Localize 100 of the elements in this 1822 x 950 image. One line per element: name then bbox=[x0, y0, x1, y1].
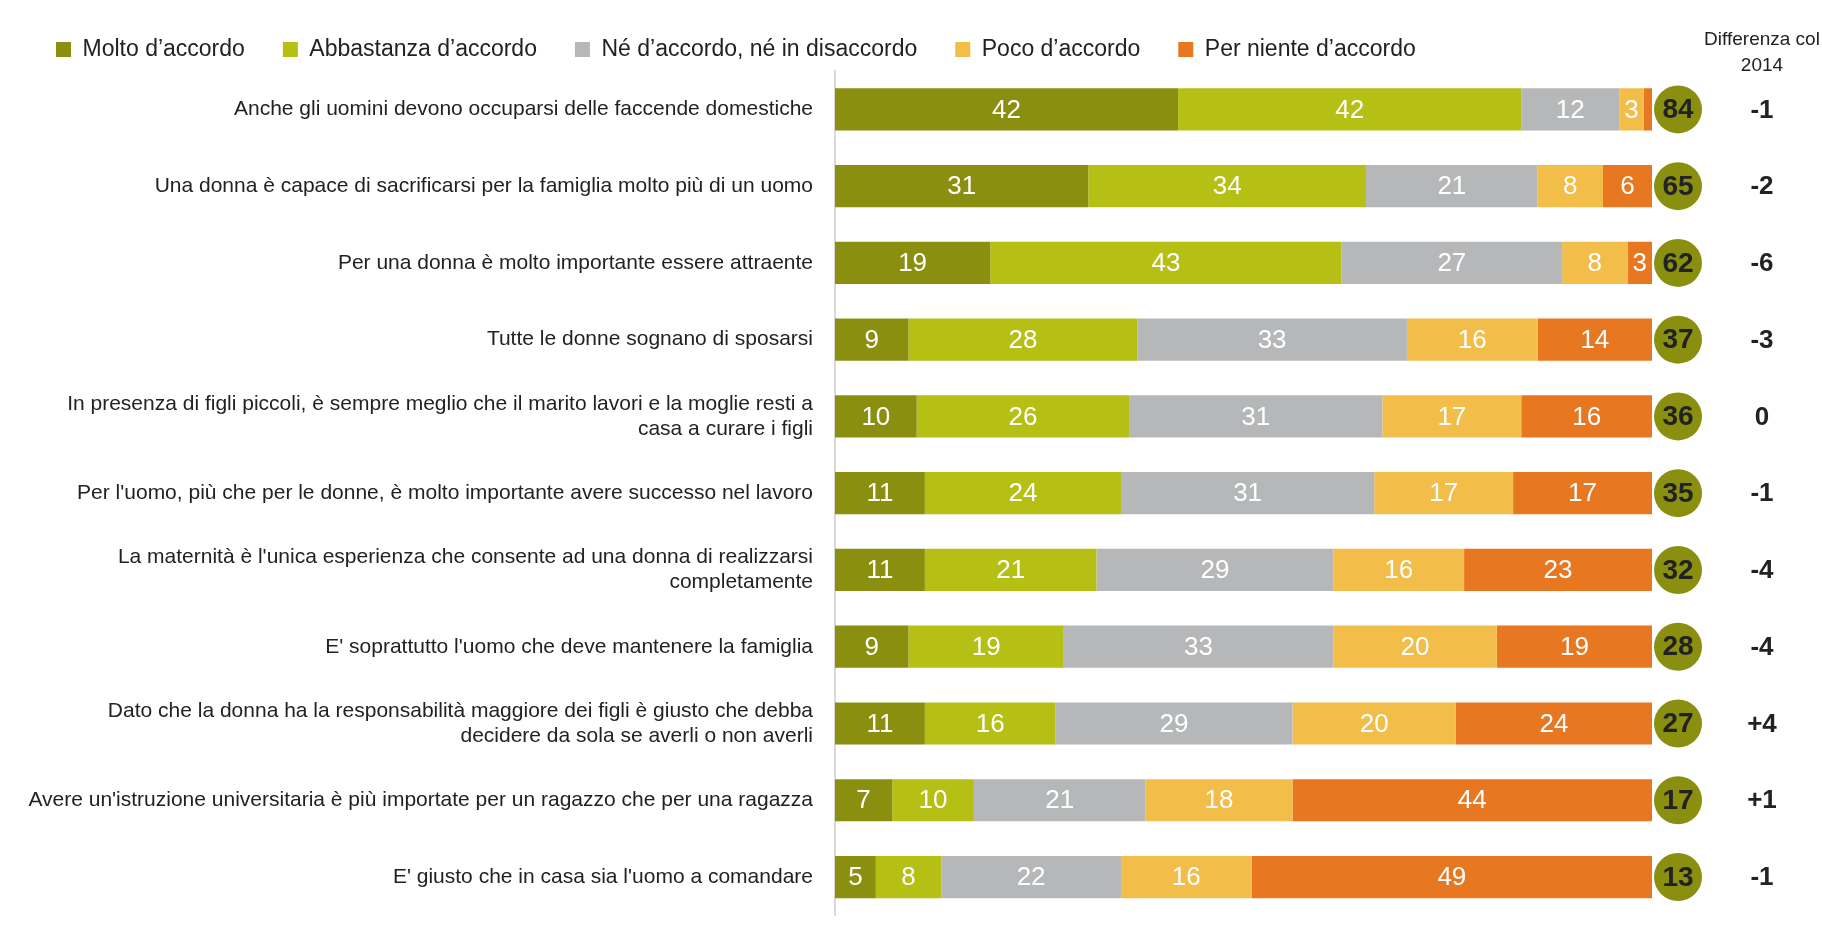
text: 32 bbox=[1662, 553, 1694, 585]
data-label: 10 bbox=[861, 400, 891, 431]
data-label: 31 bbox=[947, 170, 977, 201]
data-label: 3 bbox=[1624, 93, 1639, 124]
y-tick-label: Avere un'istruzione universitaria è più importate per un ragazzo che per una ragazza bbox=[28, 787, 814, 811]
data-label: 34 bbox=[1212, 170, 1242, 201]
text: 13 bbox=[1662, 860, 1694, 892]
y-tick-label: Dato che la donna ha la responsabilità maggiore dei figli è giusto che debba decidere da sola se averli o non averli bbox=[107, 697, 814, 746]
text: +4 bbox=[1747, 707, 1778, 738]
data-label: 42 bbox=[1335, 93, 1365, 124]
bar bbox=[835, 702, 925, 745]
bar bbox=[908, 625, 1064, 668]
bar bbox=[990, 241, 1342, 285]
data-label: 16 bbox=[975, 707, 1005, 738]
data-label: 19 bbox=[898, 247, 928, 278]
text: -3 bbox=[1750, 323, 1774, 354]
data-label: 16 bbox=[1457, 323, 1487, 354]
bar bbox=[1382, 395, 1522, 438]
data-label: 9 bbox=[864, 630, 879, 661]
bar bbox=[1178, 88, 1522, 131]
text: 65 bbox=[1662, 169, 1694, 201]
text: -1 bbox=[1750, 477, 1774, 508]
y-tick-label: E' soprattutto l'uomo che deve mantenere la famiglia bbox=[325, 633, 814, 657]
legend-label: Abbastanza d’accordo bbox=[309, 34, 537, 61]
data-label: 42 bbox=[992, 93, 1022, 124]
bar bbox=[924, 702, 1056, 745]
data-label: 26 bbox=[1008, 400, 1038, 431]
y-tick-label: In presenza di figli piccoli, è sempre meglio che il marito lavori e la moglie resti a casa a curare i figli bbox=[67, 390, 814, 439]
text: -6 bbox=[1750, 247, 1774, 278]
data-label: 8 bbox=[1563, 170, 1578, 201]
bar bbox=[1120, 855, 1252, 899]
data-label: 12 bbox=[1555, 93, 1585, 124]
bar bbox=[916, 395, 1130, 438]
data-label: 8 bbox=[901, 861, 916, 892]
bar bbox=[1521, 88, 1620, 131]
data-label: 17 bbox=[1568, 477, 1598, 508]
data-label: 6 bbox=[1620, 170, 1635, 201]
data-label: 21 bbox=[1045, 784, 1075, 815]
bar bbox=[1374, 472, 1514, 515]
bar bbox=[835, 241, 991, 285]
bar bbox=[892, 779, 974, 822]
data-label: 29 bbox=[1200, 554, 1230, 585]
bar bbox=[1129, 395, 1383, 438]
bar bbox=[835, 548, 925, 592]
legend-label: Molto d’accordo bbox=[82, 34, 245, 61]
y-tick-label: Tutte le donne sognano di sposarsi bbox=[486, 326, 813, 350]
data-label: 11 bbox=[866, 707, 894, 738]
data-label: 31 bbox=[1241, 400, 1271, 431]
data-label: 16 bbox=[1572, 400, 1602, 431]
text: 17 bbox=[1662, 783, 1694, 815]
bar bbox=[835, 855, 876, 899]
bar bbox=[1406, 318, 1538, 361]
text: -4 bbox=[1750, 630, 1775, 661]
data-label: 21 bbox=[1437, 170, 1467, 201]
data-label: 3 bbox=[1632, 247, 1647, 278]
bar bbox=[1333, 548, 1465, 592]
data-label: 20 bbox=[1400, 630, 1430, 661]
y-tick-label: Per una donna è molto importante essere attraente bbox=[337, 249, 813, 273]
data-label: 16 bbox=[1171, 861, 1201, 892]
data-label: 28 bbox=[1008, 323, 1038, 354]
data-label: 17 bbox=[1437, 400, 1467, 431]
data-label: 10 bbox=[918, 784, 948, 815]
text: 84 bbox=[1662, 93, 1694, 125]
bar bbox=[1063, 625, 1334, 668]
data-label: 19 bbox=[971, 630, 1001, 661]
bar bbox=[924, 548, 1097, 592]
data-label: 23 bbox=[1543, 554, 1573, 585]
bar bbox=[1537, 165, 1603, 208]
text: 62 bbox=[1662, 246, 1694, 278]
y-tick-label: La maternità è l'unica esperienza che consente ad una donna di realizzarsi completamente bbox=[117, 544, 813, 593]
bar bbox=[941, 855, 1121, 899]
text: 37 bbox=[1662, 323, 1694, 355]
bar bbox=[835, 165, 1089, 208]
data-label: 27 bbox=[1437, 247, 1467, 278]
data-label: 33 bbox=[1257, 323, 1287, 354]
data-label: 24 bbox=[1539, 707, 1569, 738]
bar bbox=[835, 88, 1179, 131]
bar bbox=[875, 855, 942, 899]
text: -2 bbox=[1750, 170, 1774, 201]
bar bbox=[1366, 165, 1538, 208]
text: -4 bbox=[1750, 554, 1775, 585]
y-tick-label: Anche gli uomini devono occuparsi delle faccende domestiche bbox=[233, 96, 813, 120]
bar bbox=[1333, 625, 1497, 668]
text: Differenza col 2014 bbox=[1704, 28, 1820, 76]
bar bbox=[908, 318, 1138, 361]
bar bbox=[924, 472, 1121, 515]
y-tick-label: Una donna è capace di sacrificarsi per la famiglia molto più di un uomo bbox=[154, 172, 813, 196]
legend-label: Né d’accordo, né in disaccordo bbox=[601, 34, 918, 61]
data-label: 14 bbox=[1580, 323, 1610, 354]
bar bbox=[835, 472, 925, 515]
text: 27 bbox=[1662, 707, 1694, 739]
data-label: 33 bbox=[1184, 630, 1214, 661]
data-label: 21 bbox=[996, 554, 1026, 585]
data-label: 11 bbox=[866, 554, 894, 585]
bar bbox=[1096, 548, 1334, 592]
y-tick-label: E' giusto che in casa sia l'uomo a comandare bbox=[392, 863, 813, 887]
bar bbox=[1341, 241, 1563, 285]
bar bbox=[1145, 779, 1293, 822]
data-label: 20 bbox=[1359, 707, 1389, 738]
bar bbox=[973, 779, 1146, 822]
